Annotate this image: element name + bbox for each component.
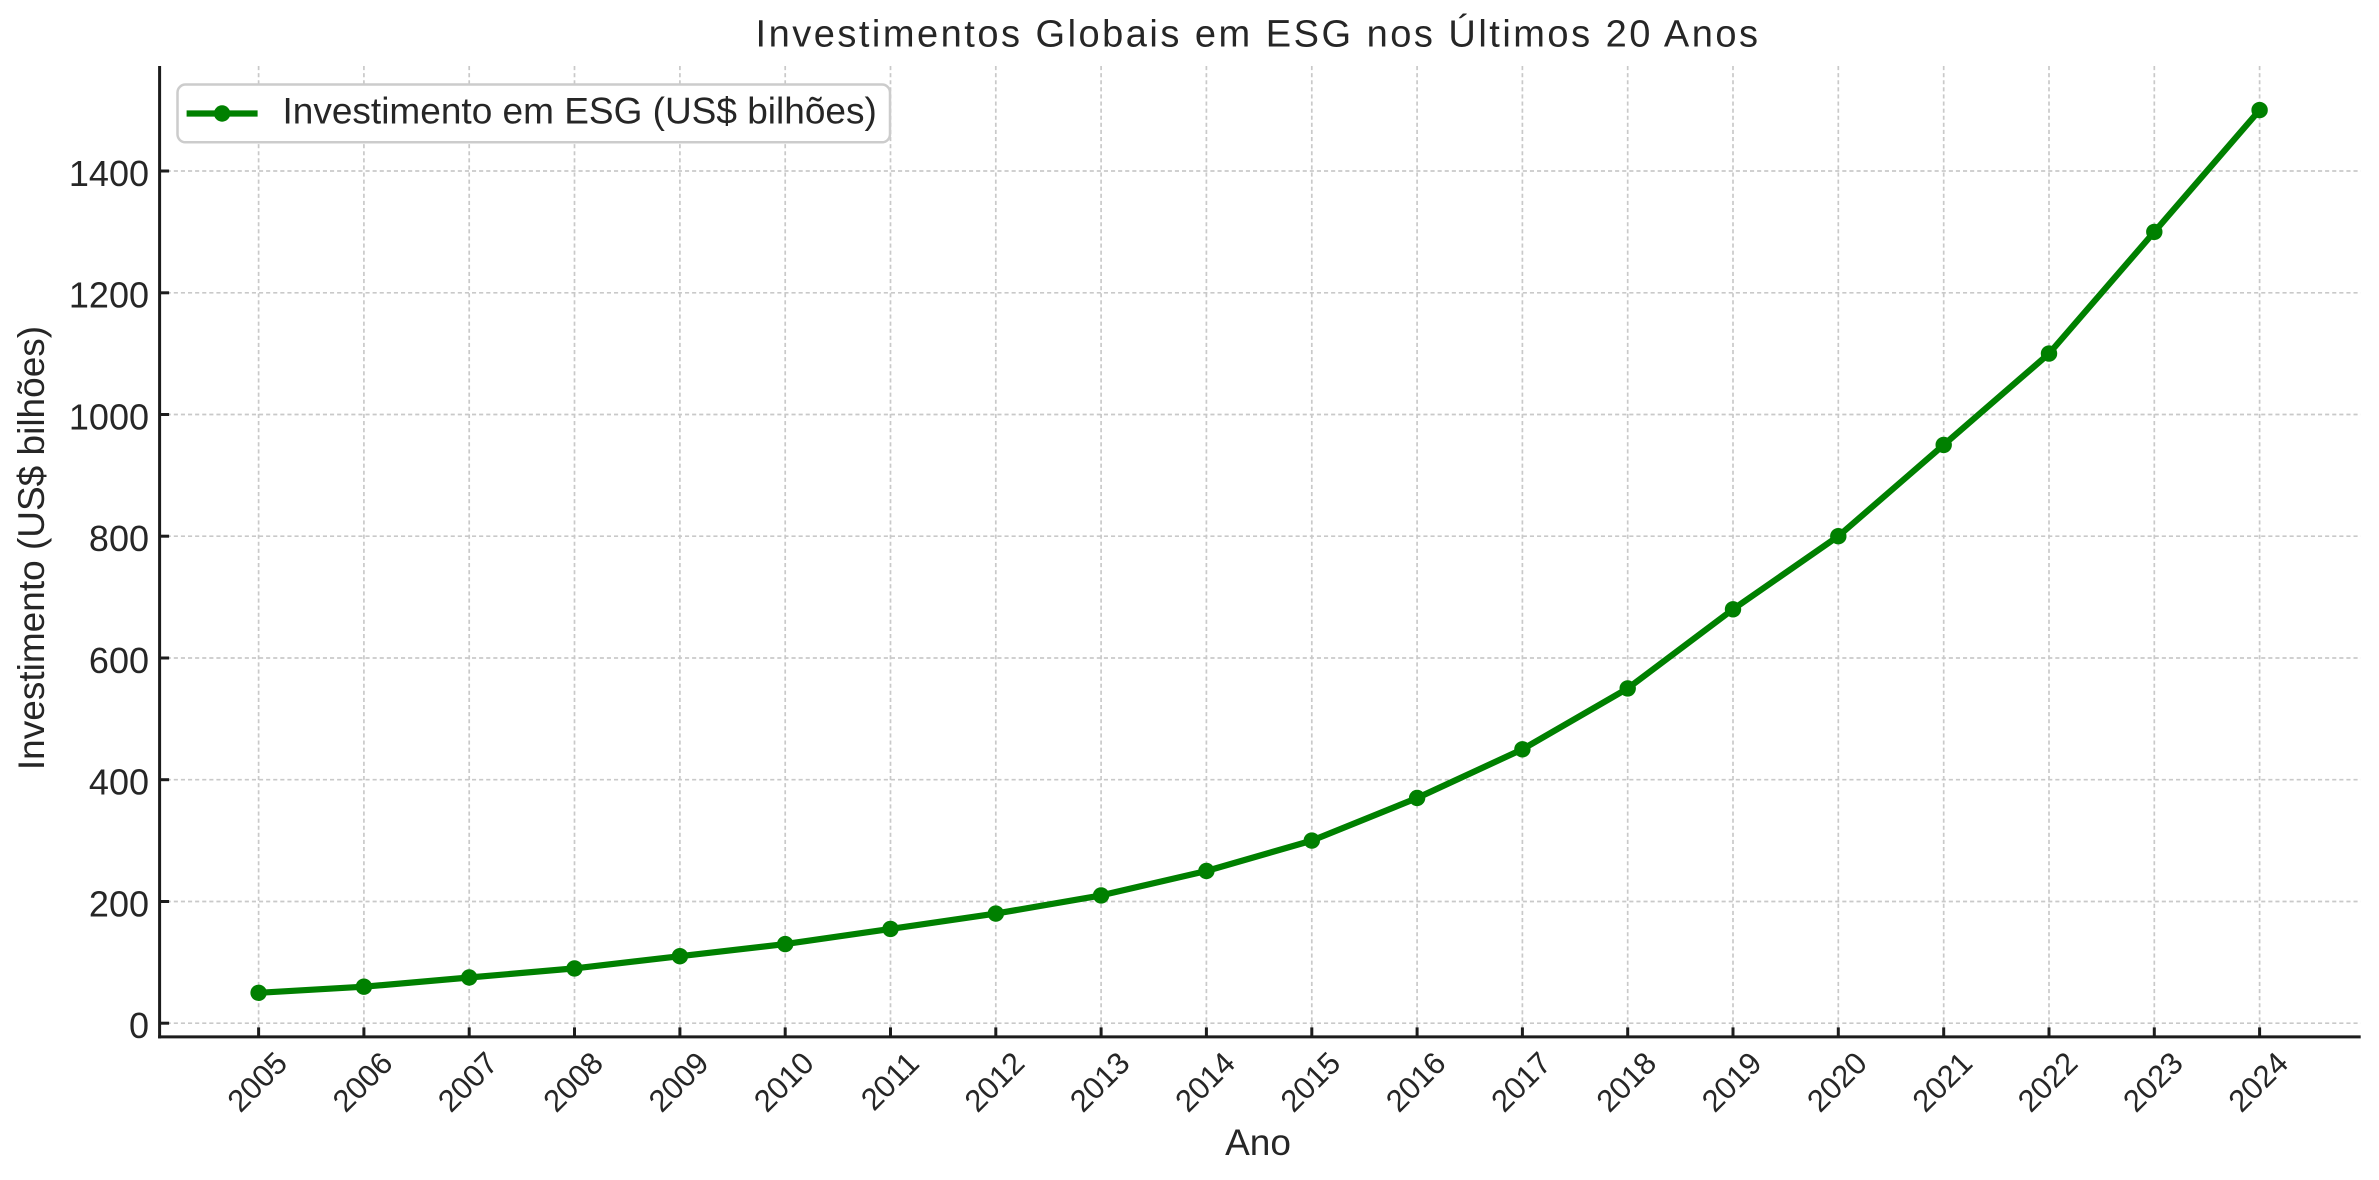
svg-text:1200: 1200 [69, 275, 149, 316]
svg-text:800: 800 [89, 518, 149, 559]
svg-text:400: 400 [89, 762, 149, 803]
svg-text:Ano: Ano [1225, 1122, 1291, 1163]
svg-text:Investimento em ESG (US$ bilhõ: Investimento em ESG (US$ bilhões) [283, 91, 877, 132]
svg-text:1400: 1400 [69, 153, 149, 194]
svg-text:Investimentos Globais em ESG n: Investimentos Globais em ESG nos Últimos… [756, 13, 1761, 56]
svg-text:0: 0 [129, 1005, 149, 1046]
svg-text:200: 200 [89, 883, 149, 924]
svg-text:Investimento (US$ bilhões): Investimento (US$ bilhões) [11, 326, 52, 770]
svg-text:600: 600 [89, 640, 149, 681]
svg-text:1000: 1000 [69, 396, 149, 437]
